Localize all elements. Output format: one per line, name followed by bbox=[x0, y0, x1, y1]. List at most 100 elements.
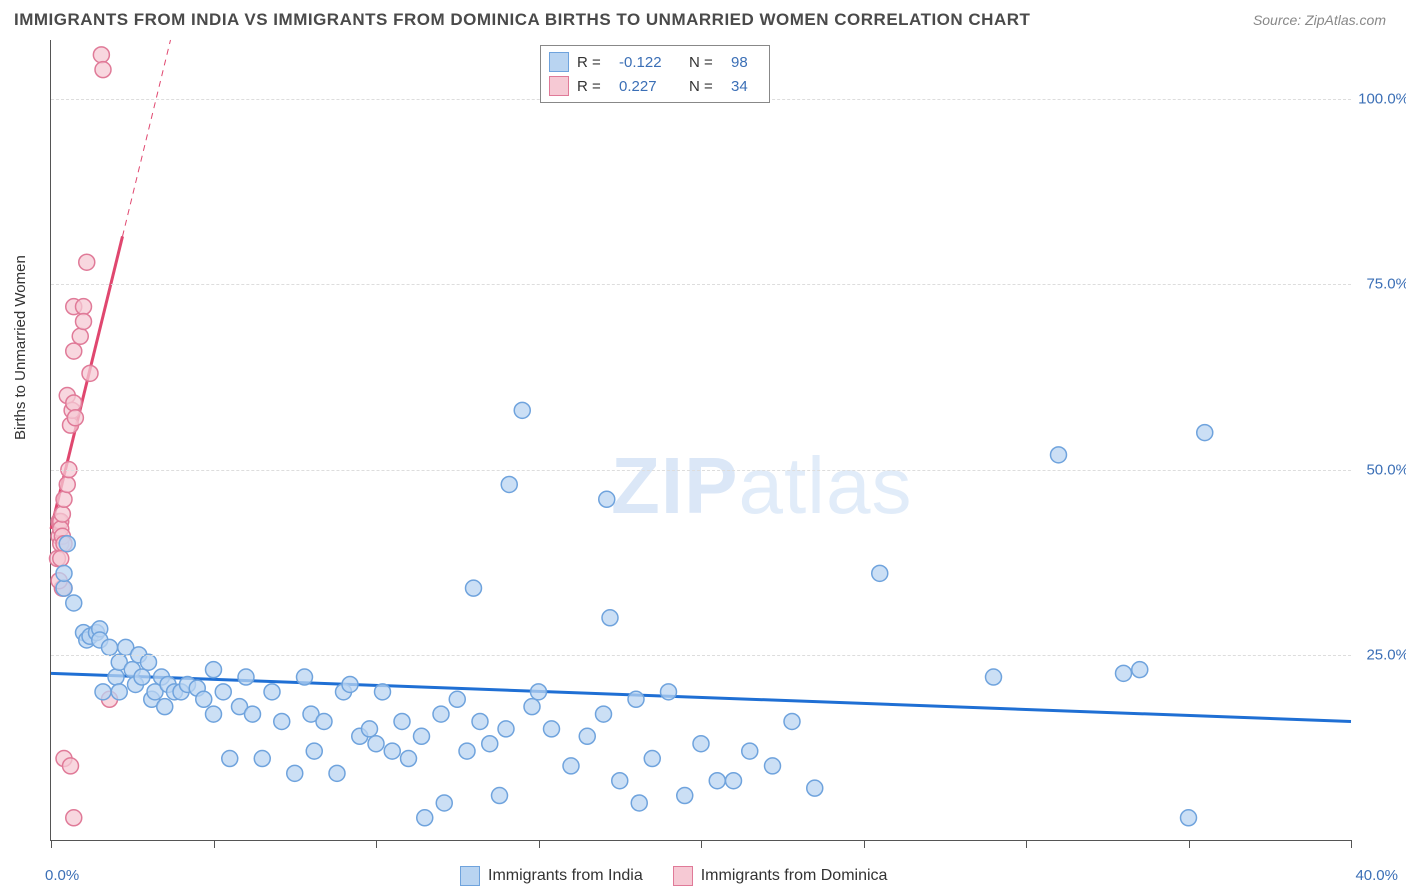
data-point bbox=[602, 610, 618, 626]
y-tick-label: 50.0% bbox=[1366, 461, 1406, 478]
series-legend: Immigrants from India Immigrants from Do… bbox=[460, 866, 887, 886]
label-n: N = bbox=[689, 78, 723, 95]
data-point bbox=[414, 728, 430, 744]
data-point bbox=[59, 476, 75, 492]
data-point bbox=[274, 713, 290, 729]
data-point bbox=[644, 751, 660, 767]
data-point bbox=[661, 684, 677, 700]
data-point bbox=[245, 706, 261, 722]
data-point bbox=[66, 595, 82, 611]
data-point bbox=[524, 699, 540, 715]
data-point bbox=[433, 706, 449, 722]
chart-title: IMMIGRANTS FROM INDIA VS IMMIGRANTS FROM… bbox=[14, 10, 1030, 30]
data-point bbox=[196, 691, 212, 707]
data-point bbox=[492, 788, 508, 804]
data-point bbox=[531, 684, 547, 700]
data-point bbox=[76, 313, 92, 329]
data-point bbox=[306, 743, 322, 759]
value-r-dominica: 0.227 bbox=[619, 78, 681, 95]
data-point bbox=[472, 713, 488, 729]
y-axis-title: Births to Unmarried Women bbox=[12, 255, 29, 440]
trendline-dominica-dash bbox=[123, 40, 171, 236]
data-point bbox=[72, 328, 88, 344]
label-n: N = bbox=[689, 54, 723, 71]
gridline bbox=[51, 655, 1351, 656]
data-point bbox=[342, 676, 358, 692]
data-point bbox=[329, 765, 345, 781]
swatch-dominica bbox=[673, 866, 693, 886]
x-tick bbox=[1026, 840, 1027, 848]
y-tick-label: 100.0% bbox=[1358, 91, 1406, 108]
data-point bbox=[141, 654, 157, 670]
data-point bbox=[82, 365, 98, 381]
data-point bbox=[215, 684, 231, 700]
data-point bbox=[1181, 810, 1197, 826]
data-point bbox=[807, 780, 823, 796]
data-point bbox=[134, 669, 150, 685]
correlation-legend: R = -0.122 N = 98 R = 0.227 N = 34 bbox=[540, 45, 770, 103]
data-point bbox=[95, 684, 111, 700]
data-point bbox=[436, 795, 452, 811]
value-r-india: -0.122 bbox=[619, 54, 681, 71]
x-tick bbox=[539, 840, 540, 848]
legend-item-india: Immigrants from India bbox=[460, 866, 643, 886]
data-point bbox=[501, 476, 517, 492]
data-point bbox=[56, 491, 72, 507]
x-axis-min-label: 0.0% bbox=[45, 867, 79, 884]
data-point bbox=[459, 743, 475, 759]
data-point bbox=[157, 699, 173, 715]
x-tick bbox=[214, 840, 215, 848]
x-tick bbox=[701, 840, 702, 848]
data-point bbox=[56, 565, 72, 581]
data-point bbox=[709, 773, 725, 789]
data-point bbox=[264, 684, 280, 700]
data-point bbox=[401, 751, 417, 767]
swatch-india bbox=[549, 52, 569, 72]
legend-label-india: Immigrants from India bbox=[488, 867, 643, 885]
gridline bbox=[51, 470, 1351, 471]
data-point bbox=[297, 669, 313, 685]
data-point bbox=[784, 713, 800, 729]
data-point bbox=[1132, 662, 1148, 678]
data-point bbox=[59, 536, 75, 552]
data-point bbox=[76, 299, 92, 315]
legend-row-india: R = -0.122 N = 98 bbox=[549, 50, 761, 74]
data-point bbox=[612, 773, 628, 789]
x-tick bbox=[376, 840, 377, 848]
data-point bbox=[56, 580, 72, 596]
data-point bbox=[66, 343, 82, 359]
x-tick bbox=[864, 840, 865, 848]
data-point bbox=[102, 639, 118, 655]
data-point bbox=[238, 669, 254, 685]
data-point bbox=[394, 713, 410, 729]
label-r: R = bbox=[577, 54, 611, 71]
x-axis-max-label: 40.0% bbox=[1355, 867, 1398, 884]
data-point bbox=[563, 758, 579, 774]
plot-area: ZIPatlas 25.0%50.0%75.0%100.0% bbox=[50, 40, 1351, 841]
data-point bbox=[693, 736, 709, 752]
data-point bbox=[677, 788, 693, 804]
data-point bbox=[108, 669, 124, 685]
gridline bbox=[51, 284, 1351, 285]
y-tick-label: 75.0% bbox=[1366, 276, 1406, 293]
swatch-dominica bbox=[549, 76, 569, 96]
data-point bbox=[417, 810, 433, 826]
label-r: R = bbox=[577, 78, 611, 95]
data-point bbox=[872, 565, 888, 581]
data-point bbox=[498, 721, 514, 737]
data-point bbox=[599, 491, 615, 507]
data-point bbox=[579, 728, 595, 744]
data-point bbox=[95, 62, 111, 78]
data-point bbox=[206, 662, 222, 678]
data-point bbox=[628, 691, 644, 707]
data-point bbox=[287, 765, 303, 781]
data-point bbox=[1197, 425, 1213, 441]
data-point bbox=[111, 684, 127, 700]
data-point bbox=[316, 713, 332, 729]
data-point bbox=[53, 551, 69, 567]
data-point bbox=[742, 743, 758, 759]
x-tick bbox=[1351, 840, 1352, 848]
data-point bbox=[765, 758, 781, 774]
data-point bbox=[514, 402, 530, 418]
value-n-india: 98 bbox=[731, 54, 761, 71]
